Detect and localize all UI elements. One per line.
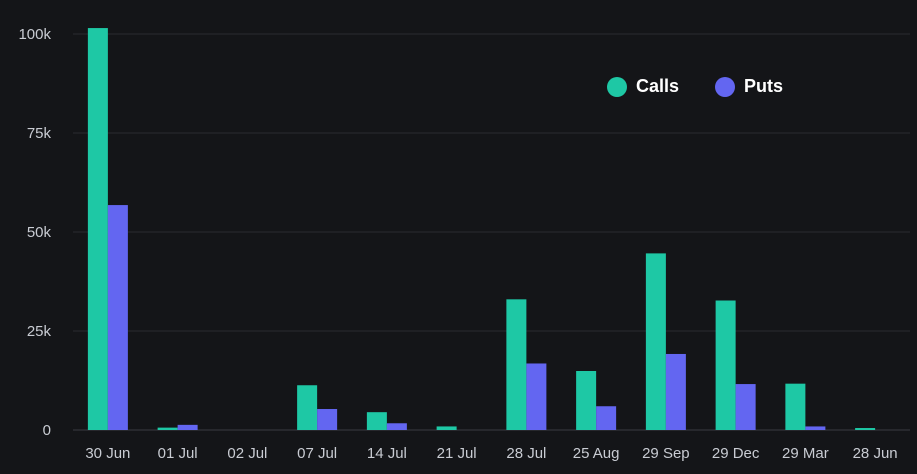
x-tick-label: 02 Jul [227,445,267,462]
bars [87,28,876,431]
y-tick-label: 25k [27,323,52,340]
bar-calls[interactable] [297,385,318,430]
grid-lines [73,33,910,431]
bar-calls[interactable] [157,427,178,430]
x-tick-label: 14 Jul [367,445,407,462]
bar-puts[interactable] [665,353,686,430]
bar-calls[interactable] [785,383,806,430]
x-tick-label: 25 Aug [573,445,620,462]
x-tick-label: 21 Jul [437,445,477,462]
puts-legend-label: Puts [744,76,784,96]
bar-calls[interactable] [506,299,527,430]
bar-calls[interactable] [87,28,108,431]
x-tick-label: 29 Sep [642,445,690,462]
bar-puts[interactable] [805,426,826,430]
puts-legend-dot [715,76,736,97]
x-tick-label: 01 Jul [158,445,198,462]
x-tick-label: 30 Jun [85,445,130,462]
calls-legend-dot [607,76,627,97]
bar-calls[interactable] [855,428,876,430]
bar-puts[interactable] [107,205,128,430]
bar-puts[interactable] [596,406,617,430]
bar-calls[interactable] [436,426,457,430]
x-tick-label: 07 Jul [297,445,337,462]
legend-item-calls[interactable]: Calls [607,76,679,97]
bar-puts[interactable] [177,424,198,430]
bar-calls[interactable] [715,300,736,430]
bar-puts[interactable] [735,384,756,430]
legend: Calls Puts [607,76,783,97]
calls-legend-label: Calls [636,76,680,96]
bar-puts[interactable] [317,409,338,430]
x-tick-label: 28 Jul [506,445,546,462]
x-tick-label: 29 Mar [782,445,829,462]
x-tick-label: 29 Dec [712,445,760,462]
bar-puts[interactable] [386,423,407,430]
bar-calls[interactable] [576,370,597,430]
bar-calls[interactable] [645,253,666,430]
bar-calls[interactable] [366,412,387,430]
y-tick-label: 100k [18,26,51,43]
legend-item-puts[interactable]: Puts [715,76,783,97]
y-tick-label: 0 [43,422,51,439]
y-tick-label: 75k [27,125,52,142]
y-tick-label: 50k [27,224,52,241]
x-axis-ticks: 30 Jun 01 Jul 02 Jul 07 Jul 14 Jul 21 Jul 28 J… [85,445,897,462]
y-axis-ticks: 0 25k 50k 75k 100k [18,26,51,439]
bar-puts[interactable] [526,363,547,430]
x-tick-label: 28 Jun [853,445,898,462]
